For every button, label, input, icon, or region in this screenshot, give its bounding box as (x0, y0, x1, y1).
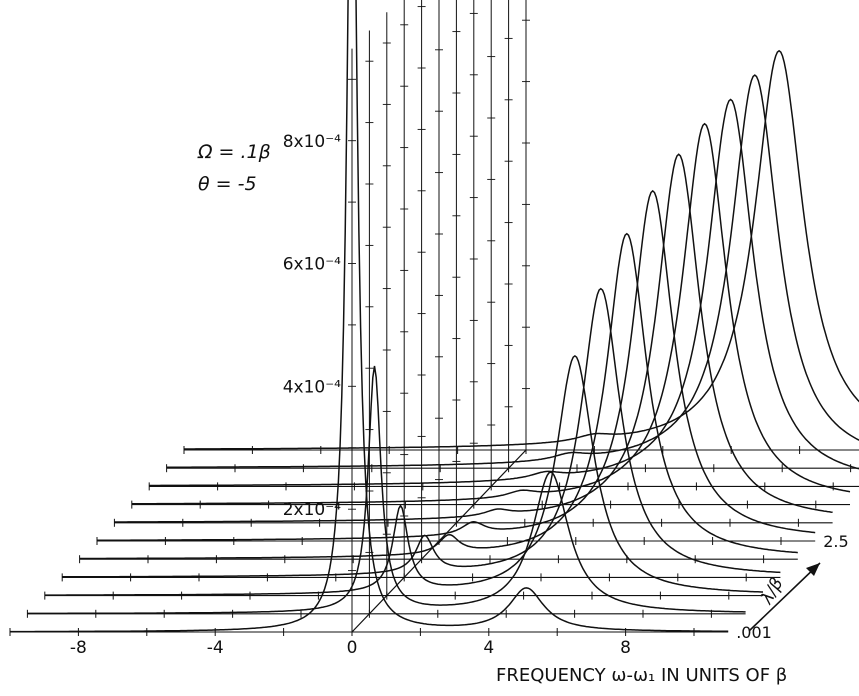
series-curve-10 (184, 49, 859, 450)
series-curve-8 (149, 98, 859, 487)
annotation-omega: Ω = .1β (197, 141, 271, 163)
x-axis-label: FREQUENCY ω-ω₁ IN UNITS OF β (496, 665, 787, 686)
x-tick-label-2: 0 (347, 638, 358, 658)
annotation-theta: θ = -5 (198, 173, 257, 195)
series-curve-6 (114, 153, 833, 523)
series-curve-7 (131, 122, 851, 505)
z-tick-label-3: 8x10⁻⁴ (283, 132, 341, 152)
x-tick-label-1: -4 (207, 638, 224, 658)
frames-layer (348, 0, 530, 633)
series-curve-4 (79, 232, 798, 560)
z-tick-label-1: 4x10⁻⁴ (283, 377, 341, 397)
z-tick-label-0: 2x10⁻⁴ (283, 500, 341, 520)
series-curve-9 (166, 74, 859, 468)
series-curve-5 (97, 189, 816, 541)
x-tick-label-4: 8 (620, 638, 631, 658)
curves-layer (9, 0, 859, 636)
depth-axis-arrowhead (806, 563, 820, 576)
z-tick-label-2: 6x10⁻⁴ (283, 255, 341, 275)
depth-axis-label: λ/β (757, 574, 788, 608)
x-tick-label-0: -8 (70, 638, 87, 658)
floor-axis-line (351, 449, 527, 633)
depth-tick-label-0: .001 (736, 623, 772, 642)
depth-axis-arrow-line (748, 562, 821, 632)
x-tick-label-3: 4 (483, 638, 494, 658)
depth-tick-label-1: 2.5 (823, 532, 848, 551)
